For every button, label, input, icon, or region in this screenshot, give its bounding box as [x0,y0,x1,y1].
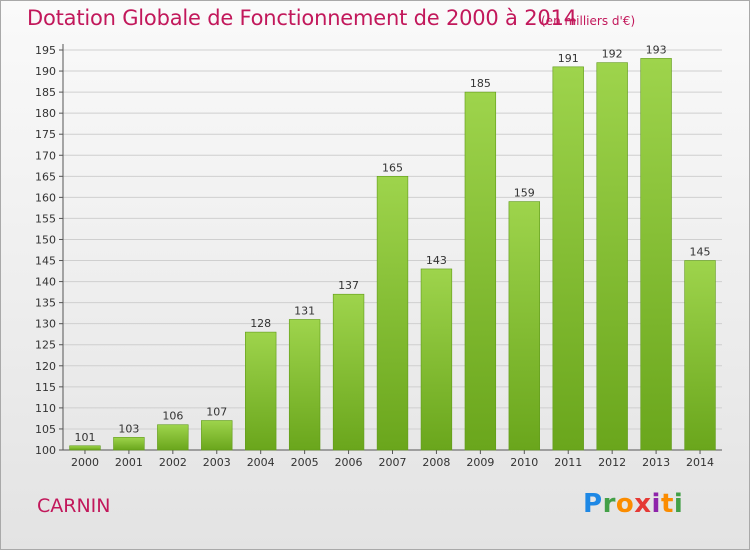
bar-2002 [157,424,189,451]
y-tick-label: 160 [35,191,56,204]
y-tick-label: 130 [35,318,56,331]
data-labels: 101 103 106 107 128 131 137 165 143 185 159 191 192 1… [74,43,710,443]
data-label-2008: 143 [426,254,447,267]
x-tick-label-2005: 2005 [291,456,319,469]
bar-2004 [245,331,277,451]
bar-2008 [420,268,453,451]
y-tick-label: 180 [35,107,56,120]
data-label-2009: 185 [470,77,491,90]
y-tick-label: 135 [35,297,56,310]
data-label-2000: 101 [74,431,95,444]
y-tick-label: 145 [35,255,56,268]
x-tick-label-2001: 2001 [115,456,143,469]
y-tick-label: 175 [35,128,56,141]
y-tick-label: 195 [35,44,56,57]
x-tick-label-2011: 2011 [554,456,582,469]
bar-2012 [596,62,628,451]
x-tick-label-2010: 2010 [510,456,538,469]
bar-2007 [376,176,409,451]
y-tick-label: 165 [35,170,56,183]
y-tick-label: 185 [35,86,56,99]
x-tick-label-2003: 2003 [203,456,231,469]
x-tick-label-2009: 2009 [466,456,494,469]
y-tick-label: 155 [35,212,56,225]
x-tick-label-2007: 2007 [379,456,407,469]
bars [69,58,716,451]
data-label-2006: 137 [338,279,359,292]
place-name: CARNIN [37,495,111,517]
x-tick-label-2013: 2013 [642,456,670,469]
y-tick-label: 125 [35,339,56,352]
x-tick-label-2014: 2014 [686,456,714,469]
x-tick-label-2002: 2002 [159,456,187,469]
x-tick-label-2000: 2000 [71,456,99,469]
y-tick-label: 170 [35,149,56,162]
data-label-2010: 159 [514,187,535,200]
bar-2014 [684,260,716,451]
bar-2009 [464,91,497,451]
bar-2000 [69,445,101,451]
proxiti-logo: Proxiti [583,489,684,519]
bar-2013 [640,58,672,451]
y-tick-label: 150 [35,233,56,246]
x-tick-label-2006: 2006 [335,456,363,469]
data-label-2013: 193 [646,43,667,56]
chart-title: Dotation Globale de Fonctionnement de 20… [27,6,577,30]
data-label-2003: 107 [206,406,227,419]
data-label-2002: 106 [162,410,183,423]
data-label-2012: 192 [602,48,623,61]
y-tick-label: 115 [35,381,56,394]
bar-2006 [332,293,365,451]
bar-2010 [508,201,540,451]
bar-2003 [201,420,233,451]
bar-2005 [288,319,321,451]
y-tick-label: 110 [35,402,56,415]
x-tick-label-2012: 2012 [598,456,626,469]
chart-subtitle: (en milliers d'€) [541,14,636,28]
y-tick-label: 120 [35,360,56,373]
data-label-2007: 165 [382,161,403,174]
data-label-2004: 128 [250,317,271,330]
bar-2001 [113,437,145,451]
data-label-2011: 191 [558,52,579,65]
y-tick-label: 190 [35,65,56,78]
data-label-2001: 103 [118,422,139,435]
x-tick-label-2004: 2004 [247,456,275,469]
y-tick-label: 105 [35,423,56,436]
data-label-2005: 131 [294,304,315,317]
y-tick-label: 100 [35,444,56,457]
y-tick-label: 140 [35,276,56,289]
data-label-2014: 145 [690,246,711,259]
x-tick-label-2008: 2008 [422,456,450,469]
bar-2011 [552,66,584,451]
